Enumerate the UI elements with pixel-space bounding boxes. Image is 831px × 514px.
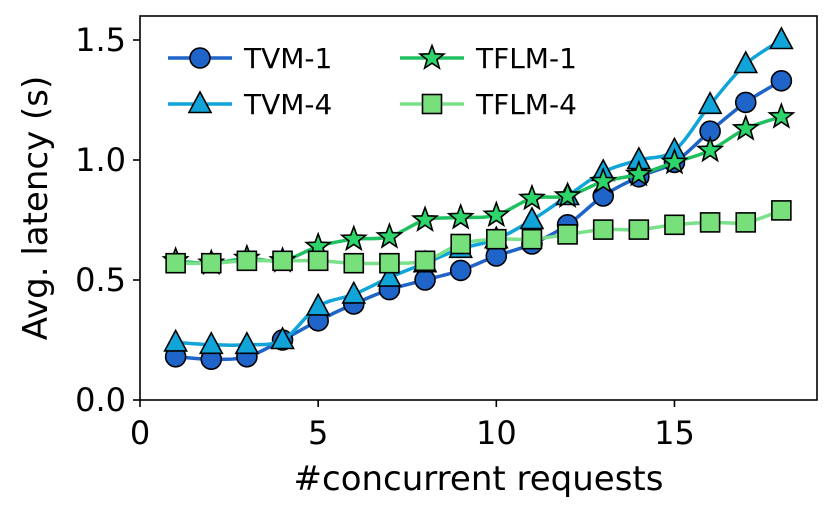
data-point xyxy=(307,250,329,272)
data-point xyxy=(375,221,404,249)
legend-label: TFLM-4 xyxy=(475,88,577,121)
data-point xyxy=(163,328,188,352)
data-point xyxy=(270,326,295,350)
data-point xyxy=(165,252,186,274)
x-tick-label: 10 xyxy=(476,414,517,452)
data-point xyxy=(735,212,757,233)
y-axis-title: Avg. latency (s) xyxy=(16,76,56,341)
data-point xyxy=(450,233,471,255)
data-point xyxy=(699,212,721,233)
legend-entry-tvm-4: TVM-4 xyxy=(168,88,332,121)
x-axis: 0 5 10 15 xyxy=(130,400,695,452)
legend-marker xyxy=(417,43,447,70)
data-point xyxy=(592,219,614,240)
data-point xyxy=(414,250,436,272)
data-point xyxy=(628,219,650,240)
legend: TVM-1 TVM-4 TFLM-1 TFLM-4 xyxy=(168,42,577,121)
data-point xyxy=(734,91,757,114)
plot-frame xyxy=(139,15,818,401)
legend-marker xyxy=(187,90,213,114)
data-point xyxy=(414,269,436,291)
x-tick-label: 0 xyxy=(130,414,150,452)
y-tick-label: 1.5 xyxy=(75,21,126,59)
data-point xyxy=(236,250,258,272)
data-point xyxy=(731,113,760,141)
data-point xyxy=(521,228,543,250)
x-axis-title: #concurrent requests xyxy=(294,459,664,499)
data-point xyxy=(410,205,440,232)
data-point xyxy=(379,252,400,274)
data-point xyxy=(234,331,260,355)
data-point xyxy=(770,70,793,92)
x-tick-label: 15 xyxy=(654,414,695,452)
series-tflm-1 xyxy=(161,101,796,276)
data-point xyxy=(769,26,794,50)
data-point xyxy=(696,135,725,163)
y-axis: 0.0 0.5 1.0 1.5 xyxy=(75,21,140,419)
series-layer xyxy=(161,26,796,371)
data-point xyxy=(449,259,472,282)
data-point xyxy=(446,202,475,230)
y-tick-label: 1.0 xyxy=(75,141,126,179)
data-point xyxy=(341,280,367,304)
data-point xyxy=(272,250,293,272)
legend-label: TVM-4 xyxy=(243,88,332,121)
data-point xyxy=(697,91,723,115)
data-point xyxy=(771,200,792,221)
data-point xyxy=(482,200,511,228)
legend-marker xyxy=(421,93,443,115)
data-point xyxy=(517,183,547,211)
data-point xyxy=(343,252,365,274)
data-point xyxy=(767,101,796,129)
legend-label: TVM-1 xyxy=(243,42,332,75)
data-point xyxy=(198,331,224,355)
series-line-tvm-1 xyxy=(175,79,783,362)
data-point xyxy=(305,292,331,316)
data-point xyxy=(486,228,507,250)
data-point xyxy=(339,224,368,252)
series-line-tvm-4 xyxy=(175,38,783,348)
y-tick-label: 0.5 xyxy=(75,261,126,299)
data-point xyxy=(660,147,689,175)
data-point xyxy=(733,50,759,74)
data-point xyxy=(200,252,222,274)
y-tick-label: 0.0 xyxy=(75,381,126,419)
data-point xyxy=(589,166,618,194)
data-point xyxy=(624,159,653,187)
legend-entry-tflm-1: TFLM-1 xyxy=(400,42,577,75)
series-tvm-4 xyxy=(163,26,794,355)
data-point xyxy=(553,181,582,208)
legend-marker xyxy=(189,47,211,69)
legend-label: TFLM-1 xyxy=(475,42,577,75)
series-tflm-4 xyxy=(165,200,792,274)
data-point xyxy=(377,263,402,287)
data-point xyxy=(664,214,685,236)
data-point xyxy=(519,206,545,230)
legend-entry-tvm-1: TVM-1 xyxy=(168,42,332,75)
legend-entry-tflm-4: TFLM-4 xyxy=(400,88,577,121)
data-point xyxy=(557,224,578,245)
x-tick-label: 5 xyxy=(308,414,328,452)
